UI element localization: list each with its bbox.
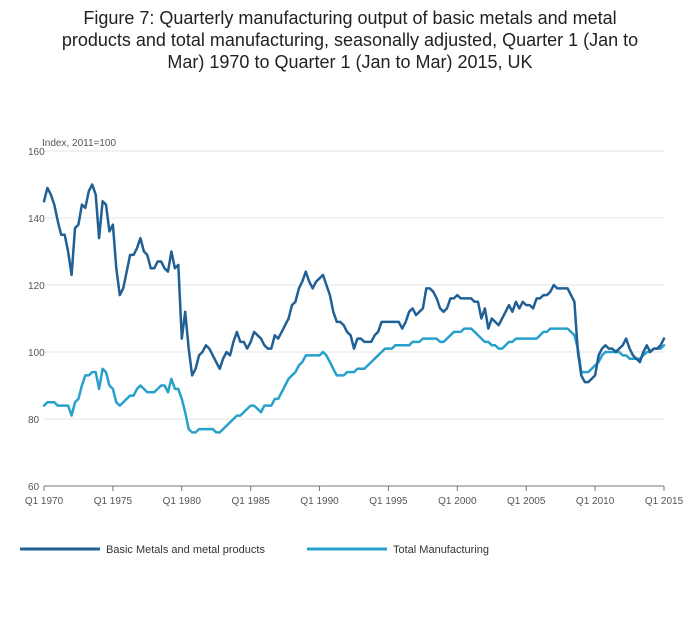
legend: Basic Metals and metal products Total Man… — [20, 544, 489, 556]
x-tick-label: Q1 1990 — [300, 496, 339, 507]
chart-title-line-1: Figure 7: Quarterly manufacturing output… — [83, 8, 616, 28]
legend-label-0: Basic Metals and metal products — [106, 544, 265, 556]
x-tick-label: Q1 2010 — [576, 496, 615, 507]
x-tick-label: Q1 1995 — [369, 496, 408, 507]
y-axis-label: Index, 2011=100 — [42, 138, 116, 149]
legend-label-1: Total Manufacturing — [393, 544, 489, 556]
y-tick-label: 120 — [28, 281, 45, 292]
x-tick-label: Q1 1975 — [94, 496, 133, 507]
chart-title-line-3: Mar) 1970 to Quarter 1 (Jan to Mar) 2015… — [167, 52, 532, 72]
chart-title: Figure 7: Quarterly manufacturing output… — [62, 8, 638, 72]
series-lines — [42, 183, 666, 434]
series-line-1 — [42, 327, 666, 434]
x-axis: Q1 1970 Q1 1975 Q1 1980 Q1 1985 Q1 1990 Q1 19… — [25, 485, 684, 507]
gridlines — [44, 150, 664, 420]
y-tick-label: 140 — [28, 214, 45, 225]
y-tick-label: 100 — [28, 348, 45, 359]
x-tick-label: Q1 1980 — [163, 496, 202, 507]
y-axis-ticks: 60 80 100 120 140 160 — [28, 147, 45, 493]
x-tick-label: Q1 2000 — [438, 496, 477, 507]
y-tick-label: 80 — [28, 415, 40, 426]
x-tick-label: Q1 1970 — [25, 496, 64, 507]
series-line-0 — [42, 183, 666, 384]
x-tick-label: Q1 2005 — [507, 496, 546, 507]
y-tick-label: 60 — [28, 482, 40, 493]
x-tick-label: Q1 2015 — [645, 496, 684, 507]
x-tick-label: Q1 1985 — [231, 496, 270, 507]
chart-title-line-2: products and total manufacturing, season… — [62, 30, 638, 50]
y-tick-label: 160 — [28, 147, 45, 158]
